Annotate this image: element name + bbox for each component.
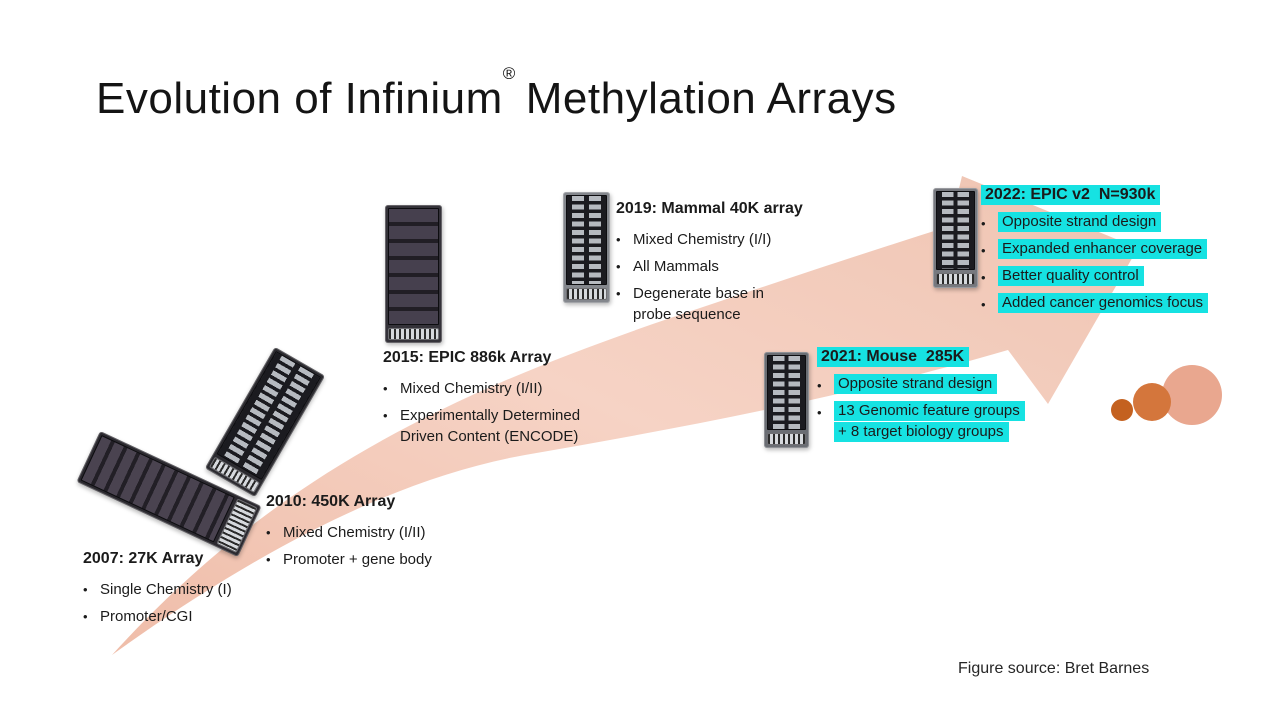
bullet-item: • Promoter/CGI bbox=[83, 608, 193, 625]
beadchip-barcode bbox=[936, 273, 975, 285]
beadchip-wells bbox=[566, 195, 607, 285]
beadchip-wells bbox=[936, 191, 975, 270]
bullet-item: • Better quality control bbox=[981, 266, 1208, 288]
decoration-circle-medium bbox=[1133, 383, 1171, 421]
bullet-marker: • bbox=[616, 286, 621, 301]
milestone-2021: 2021: Mouse 285K • Opposite strand desig… bbox=[817, 347, 1025, 450]
beadchip-epicv2-image bbox=[933, 188, 978, 288]
bullet-item: • Opposite strand design bbox=[981, 212, 1208, 234]
milestone-heading: 2022: EPIC v2 N=930k bbox=[981, 185, 1208, 205]
milestone-2010: 2010: 450K Array • Mixed Chemistry (I/II… bbox=[266, 493, 432, 576]
beadchip-epic886k-image bbox=[385, 205, 442, 343]
milestone-heading: 2015: EPIC 886k Array bbox=[383, 349, 552, 366]
bullet-marker: • bbox=[616, 259, 621, 274]
bullet-marker: • bbox=[981, 297, 986, 312]
bullet-marker: • bbox=[817, 378, 822, 393]
beadchip-barcode bbox=[767, 433, 806, 445]
bullet-item: • Single Chemistry (I) bbox=[83, 581, 232, 598]
bullet-marker: • bbox=[616, 232, 621, 247]
decoration-circle-large bbox=[1162, 365, 1222, 425]
bullet-marker: • bbox=[266, 525, 271, 540]
milestone-2019: 2019: Mammal 40K array • Mixed Chemistry… bbox=[616, 200, 803, 331]
bullet-marker: • bbox=[817, 405, 822, 420]
beadchip-barcode bbox=[388, 328, 439, 340]
registered-trademark-icon: ® bbox=[502, 64, 516, 84]
bullet-marker: • bbox=[83, 609, 88, 624]
bullet-marker: • bbox=[383, 381, 388, 396]
bullet-item: • Expanded enhancer coverage bbox=[981, 239, 1208, 261]
bullet-marker: • bbox=[981, 243, 986, 258]
beadchip-barcode bbox=[566, 288, 607, 300]
bullet-item: • Experimentally Determined Driven Conte… bbox=[383, 407, 581, 445]
bullet-marker: • bbox=[981, 270, 986, 285]
milestone-2022: 2022: EPIC v2 N=930k • Opposite strand d… bbox=[981, 185, 1208, 321]
beadchip-mammal40k-image bbox=[563, 192, 610, 303]
milestone-heading: 2019: Mammal 40K array bbox=[616, 200, 803, 217]
bullet-item: • 13 Genomic feature groups + 8 target b… bbox=[817, 401, 1025, 444]
bullet-item: • Mixed Chemistry (I/II) bbox=[266, 524, 426, 541]
title-text: Evolution of Infinium bbox=[96, 74, 503, 123]
bullet-item: • Mixed Chemistry (I/II) bbox=[383, 380, 543, 397]
milestone-2007: 2007: 27K Array • Single Chemistry (I) •… bbox=[83, 550, 232, 633]
figure-source: Figure source: Bret Barnes bbox=[958, 660, 1150, 677]
milestone-heading: 2007: 27K Array bbox=[83, 550, 204, 567]
bullet-item: • Added cancer genomics focus bbox=[981, 293, 1208, 315]
bullet-item: • Degenerate base in probe sequence bbox=[616, 285, 764, 323]
bullet-marker: • bbox=[83, 582, 88, 597]
bullet-item: • Opposite strand design bbox=[817, 374, 1025, 396]
milestone-heading: 2010: 450K Array bbox=[266, 493, 396, 510]
milestone-heading: 2021: Mouse 285K bbox=[817, 347, 1025, 367]
title-text-after: Methylation Arrays bbox=[525, 74, 897, 123]
bullet-item: • Promoter + gene body bbox=[266, 551, 432, 568]
bullet-item: • Mixed Chemistry (I/I) bbox=[616, 231, 772, 248]
milestone-2015: 2015: EPIC 886k Array • Mixed Chemistry … bbox=[383, 349, 580, 453]
slide-title: Evolution of Infinium® Methylation Arrays bbox=[96, 64, 897, 124]
bullet-marker: • bbox=[383, 408, 388, 423]
beadchip-wells bbox=[767, 355, 806, 430]
bullet-marker: • bbox=[266, 552, 271, 567]
decoration-circle-small bbox=[1111, 399, 1133, 421]
bullet-item: • All Mammals bbox=[616, 258, 719, 275]
growth-arrow-shape bbox=[112, 176, 1138, 655]
beadchip-stripes bbox=[388, 208, 439, 325]
beadchip-mouse285k-image bbox=[764, 352, 809, 448]
bullet-marker: • bbox=[981, 216, 986, 231]
